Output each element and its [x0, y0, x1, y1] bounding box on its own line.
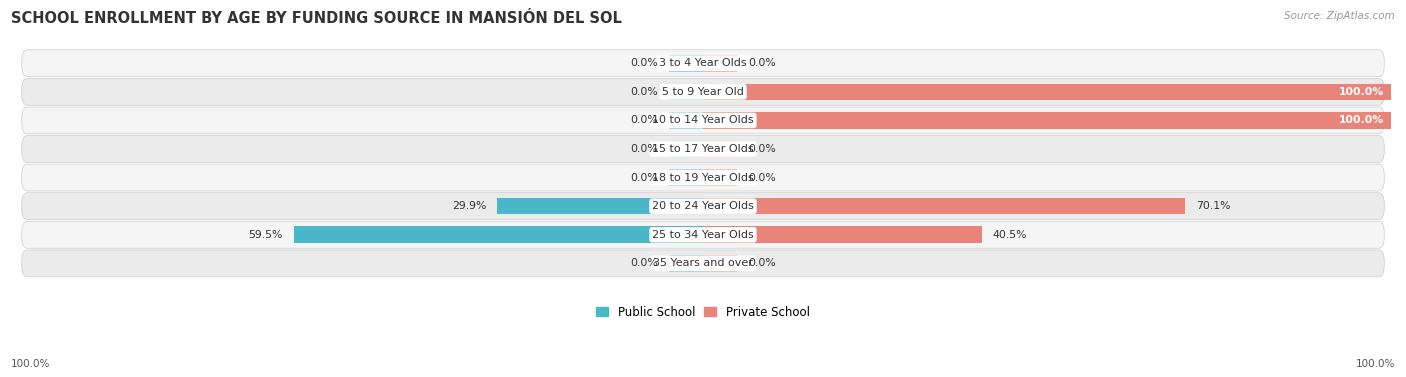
- Bar: [669, 112, 703, 129]
- Bar: [703, 84, 1391, 100]
- Bar: [669, 141, 703, 157]
- Text: 18 to 19 Year Olds: 18 to 19 Year Olds: [652, 173, 754, 182]
- FancyBboxPatch shape: [21, 136, 1385, 162]
- Bar: [703, 55, 737, 72]
- Text: 3 to 4 Year Olds: 3 to 4 Year Olds: [659, 58, 747, 68]
- Text: 100.0%: 100.0%: [1355, 359, 1395, 369]
- Text: 100.0%: 100.0%: [11, 359, 51, 369]
- Text: SCHOOL ENROLLMENT BY AGE BY FUNDING SOURCE IN MANSIÓN DEL SOL: SCHOOL ENROLLMENT BY AGE BY FUNDING SOUR…: [11, 11, 621, 26]
- FancyBboxPatch shape: [21, 250, 1385, 277]
- Text: 20 to 24 Year Olds: 20 to 24 Year Olds: [652, 201, 754, 211]
- FancyBboxPatch shape: [21, 221, 1385, 248]
- Bar: [703, 141, 737, 157]
- Bar: [703, 112, 1391, 129]
- Text: 100.0%: 100.0%: [1339, 87, 1384, 97]
- Text: 0.0%: 0.0%: [630, 115, 658, 126]
- Text: 0.0%: 0.0%: [748, 258, 776, 268]
- Text: 0.0%: 0.0%: [630, 173, 658, 182]
- FancyBboxPatch shape: [21, 164, 1385, 191]
- FancyBboxPatch shape: [21, 193, 1385, 220]
- Text: 35 Years and over: 35 Years and over: [652, 258, 754, 268]
- Text: 10 to 14 Year Olds: 10 to 14 Year Olds: [652, 115, 754, 126]
- Text: 100.0%: 100.0%: [1339, 115, 1384, 126]
- Bar: [294, 227, 703, 243]
- Bar: [669, 84, 703, 100]
- Text: Source: ZipAtlas.com: Source: ZipAtlas.com: [1284, 11, 1395, 21]
- Bar: [703, 198, 1185, 215]
- FancyBboxPatch shape: [21, 78, 1385, 105]
- Text: 40.5%: 40.5%: [993, 230, 1028, 240]
- Text: 15 to 17 Year Olds: 15 to 17 Year Olds: [652, 144, 754, 154]
- Legend: Public School, Private School: Public School, Private School: [593, 302, 813, 322]
- Text: 5 to 9 Year Old: 5 to 9 Year Old: [662, 87, 744, 97]
- Text: 29.9%: 29.9%: [451, 201, 486, 211]
- Text: 25 to 34 Year Olds: 25 to 34 Year Olds: [652, 230, 754, 240]
- Text: 0.0%: 0.0%: [748, 58, 776, 68]
- Text: 70.1%: 70.1%: [1197, 201, 1230, 211]
- Text: 59.5%: 59.5%: [249, 230, 283, 240]
- Bar: [669, 55, 703, 72]
- FancyBboxPatch shape: [21, 50, 1385, 77]
- Text: 0.0%: 0.0%: [630, 144, 658, 154]
- Text: 0.0%: 0.0%: [630, 58, 658, 68]
- Bar: [669, 255, 703, 272]
- Text: 0.0%: 0.0%: [630, 258, 658, 268]
- Text: 0.0%: 0.0%: [748, 173, 776, 182]
- Bar: [703, 255, 737, 272]
- FancyBboxPatch shape: [21, 107, 1385, 134]
- Bar: [669, 169, 703, 186]
- Text: 0.0%: 0.0%: [630, 87, 658, 97]
- Bar: [498, 198, 703, 215]
- Bar: [703, 227, 981, 243]
- Bar: [703, 169, 737, 186]
- Text: 0.0%: 0.0%: [748, 144, 776, 154]
